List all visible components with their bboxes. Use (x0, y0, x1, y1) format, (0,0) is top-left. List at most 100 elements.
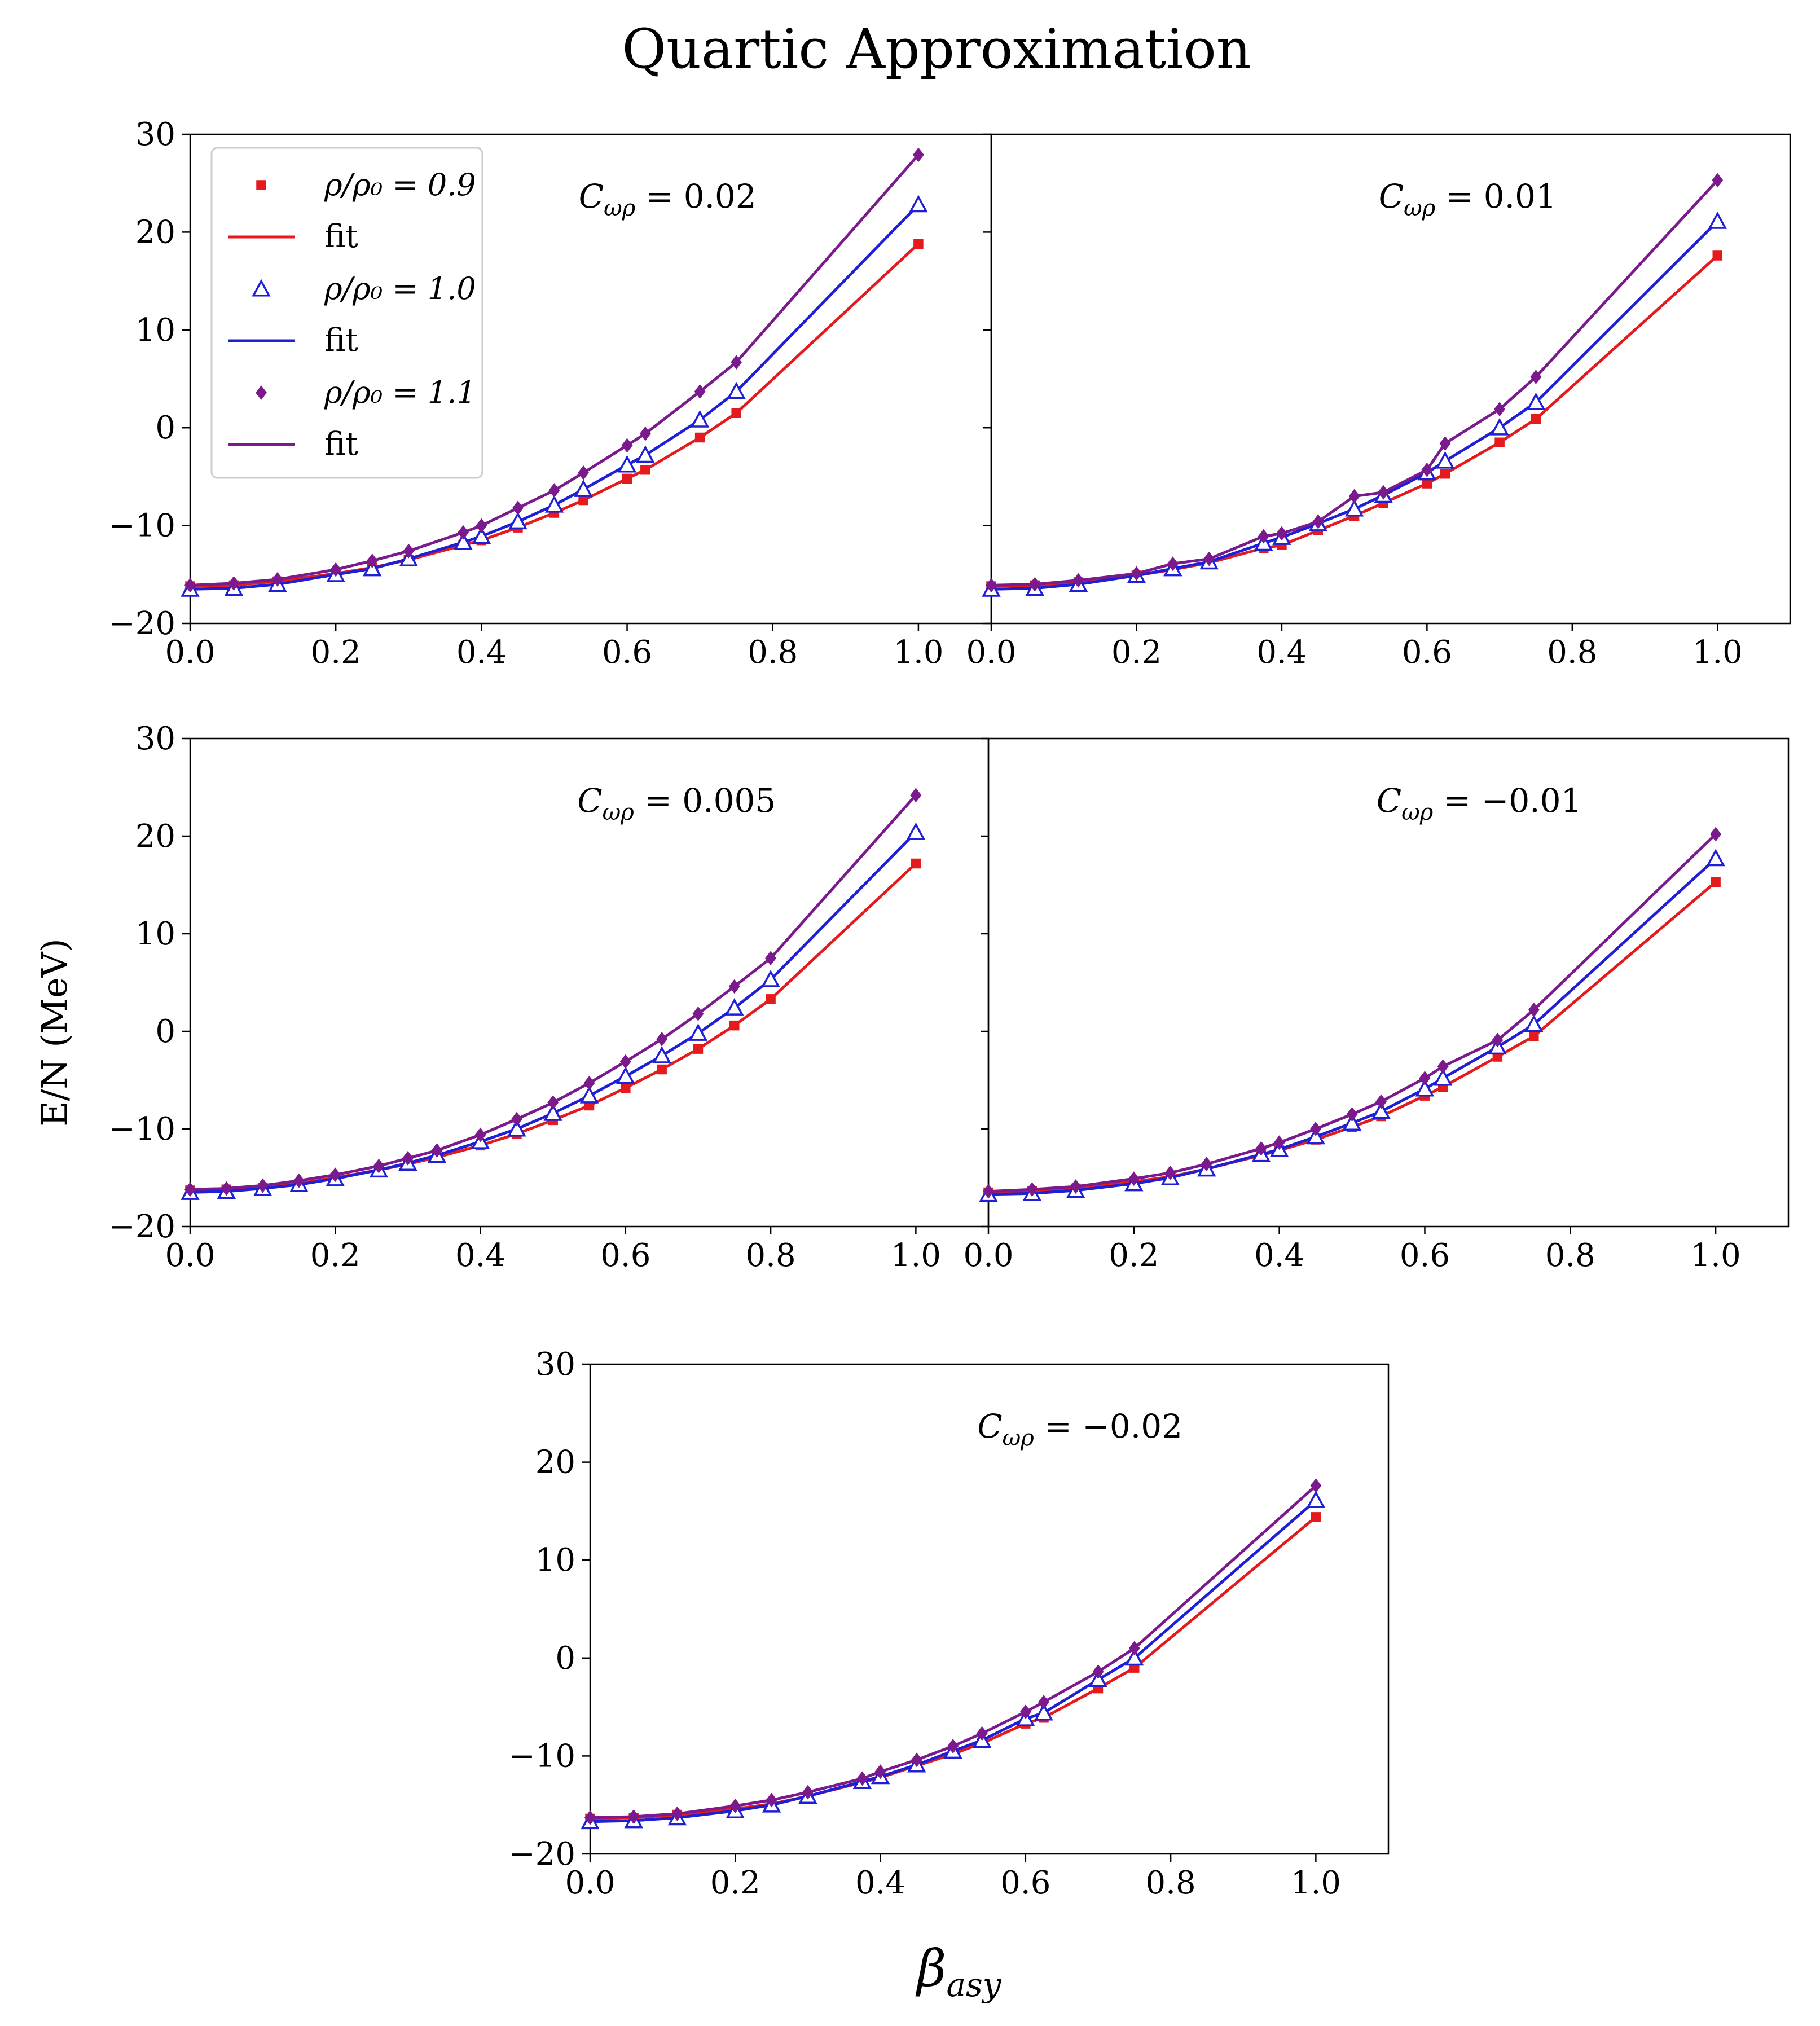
data-point (1529, 1031, 1539, 1041)
legend-label: fit (324, 218, 358, 255)
data-point (766, 994, 776, 1004)
data-point (1070, 1179, 1082, 1194)
data-point (579, 1085, 599, 1104)
data-point (1378, 485, 1390, 500)
data-point (1708, 211, 1727, 229)
data-point (271, 572, 283, 587)
data-point (1490, 417, 1509, 436)
data-point (228, 575, 240, 591)
data-point (1311, 1512, 1321, 1522)
series-line-2 (190, 831, 917, 1194)
data-point (476, 518, 487, 533)
data-point (1019, 1704, 1031, 1720)
data-point (547, 1095, 559, 1110)
legend-marker (256, 385, 267, 400)
data-point (636, 445, 655, 463)
data-point (1125, 1648, 1144, 1666)
y-tick-label: 20 (535, 1444, 575, 1481)
chart-panel-4: 0.0 0.2 0.4 0.6 0.8 1.0 Cωρ = −0.01 (963, 737, 1790, 1274)
y-tick-label: 30 (135, 720, 175, 757)
data-point (578, 495, 588, 506)
data-point (622, 473, 632, 484)
x-tick-label: 0.6 (1402, 634, 1452, 671)
data-point (640, 465, 650, 475)
data-point (1310, 1122, 1322, 1136)
x-tick-label: 0.8 (748, 634, 798, 671)
series-line-2 (991, 220, 1719, 591)
y-tick-label: 20 (135, 214, 175, 250)
data-point (330, 562, 342, 577)
data-point (947, 1739, 959, 1753)
data-point (472, 526, 491, 544)
series-line-3 (590, 1484, 1317, 1820)
y-tick-label: −10 (509, 1738, 575, 1774)
y-tick-label: 10 (135, 312, 175, 349)
data-point (694, 432, 705, 443)
x-tick-label: 0.4 (1256, 634, 1307, 671)
y-tick-label: −10 (109, 1111, 175, 1148)
legend-label: fit (324, 426, 358, 463)
legend-label: ρ/ρ₀ = 0.9 (324, 167, 476, 203)
data-point (912, 147, 924, 162)
legend: ρ/ρ₀ = 0.9 fit ρ/ρ₀ = 1.0 fit ρ/ρ₀ = 1.1 fit (210, 147, 483, 479)
data-point (507, 1119, 526, 1137)
data-point (761, 969, 780, 987)
data-point (729, 1020, 740, 1031)
data-point (1712, 250, 1723, 261)
data-point (1342, 1113, 1362, 1131)
data-point (909, 195, 928, 213)
data-point (986, 578, 997, 593)
data-point (1346, 1107, 1358, 1122)
y-tick-label: −20 (509, 1836, 575, 1873)
data-point (1092, 1664, 1104, 1680)
x-tick-label: 0.0 (565, 1865, 615, 1901)
data-point (1421, 462, 1433, 477)
data-point (1310, 1478, 1322, 1493)
data-point (1371, 1101, 1391, 1119)
data-point (508, 512, 527, 530)
x-tick-label: 0.4 (1254, 1237, 1304, 1274)
legend-marker (252, 279, 271, 297)
data-point (688, 1023, 708, 1041)
axes-frame (990, 133, 1791, 625)
legend-marker (256, 180, 266, 190)
data-point (1524, 1014, 1544, 1032)
data-point (692, 1006, 704, 1021)
x-tick-label: 0.8 (1146, 1865, 1196, 1901)
data-point (731, 408, 741, 418)
y-tick-label: 30 (135, 116, 175, 153)
data-point (366, 553, 378, 568)
legend-label: ρ/ρ₀ = 1.0 (324, 271, 476, 306)
data-point (458, 525, 469, 540)
data-point (639, 426, 651, 441)
x-tick-label: 0.2 (1111, 634, 1162, 671)
data-point (657, 1064, 667, 1075)
data-point (1419, 1071, 1431, 1085)
data-point (1348, 489, 1360, 504)
data-point (454, 532, 473, 550)
data-point (1034, 1703, 1053, 1721)
data-point (1038, 1694, 1049, 1709)
data-point (656, 1031, 668, 1047)
data-point (1526, 392, 1546, 410)
data-point (874, 1764, 886, 1779)
series-line-3 (190, 153, 920, 587)
x-tick-label: 0.8 (1547, 634, 1597, 671)
data-point (1273, 1135, 1285, 1150)
data-point (1276, 526, 1287, 541)
x-tick-label: 0.6 (600, 1237, 650, 1274)
data-point (221, 1181, 232, 1196)
figure-title: Quartic Approximation (622, 17, 1251, 81)
data-point (1531, 414, 1541, 424)
data-point (1706, 849, 1725, 867)
data-point (1494, 437, 1505, 447)
x-tick-label: 0.2 (1109, 1237, 1159, 1274)
data-point (1433, 1068, 1453, 1086)
panel-annotation: Cωρ = 0.02 (579, 177, 757, 221)
data-point (584, 1810, 596, 1825)
data-point (1711, 877, 1721, 887)
axes-frame (987, 737, 1790, 1228)
x-tick-label: 1.0 (893, 634, 943, 671)
data-point (725, 998, 744, 1016)
y-tick-label: 10 (535, 1542, 575, 1579)
